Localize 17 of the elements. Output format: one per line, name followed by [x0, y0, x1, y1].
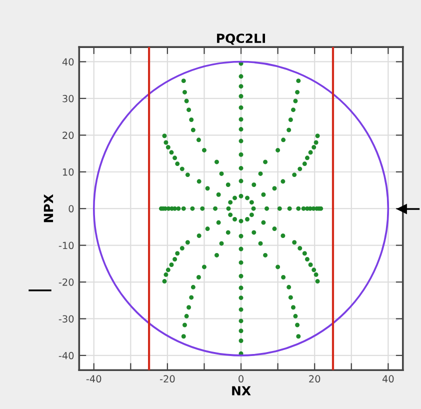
y-tick-label: -40	[58, 352, 74, 360]
x-tick-label: -40	[86, 375, 102, 383]
x-axis-title: NX	[232, 386, 251, 396]
chart-title: PQC2LI	[217, 34, 266, 45]
y-tick-label: 40	[62, 58, 74, 66]
y-tick-label: 10	[62, 168, 74, 176]
y-tick-label: 30	[62, 94, 74, 102]
y-axis-title: NPX	[44, 194, 54, 222]
x-tick-label: 20	[309, 375, 320, 383]
x-tick-label: -20	[160, 375, 175, 383]
x-tick-label: 40	[382, 375, 394, 383]
y-tick-label: -30	[58, 315, 74, 323]
y-tick-label: 20	[62, 132, 74, 139]
y-tick-label: -20	[58, 278, 74, 286]
x-tick-label: 0	[238, 375, 244, 383]
y-tick-label: 0	[68, 205, 74, 212]
y-tick-label: -10	[58, 242, 74, 250]
